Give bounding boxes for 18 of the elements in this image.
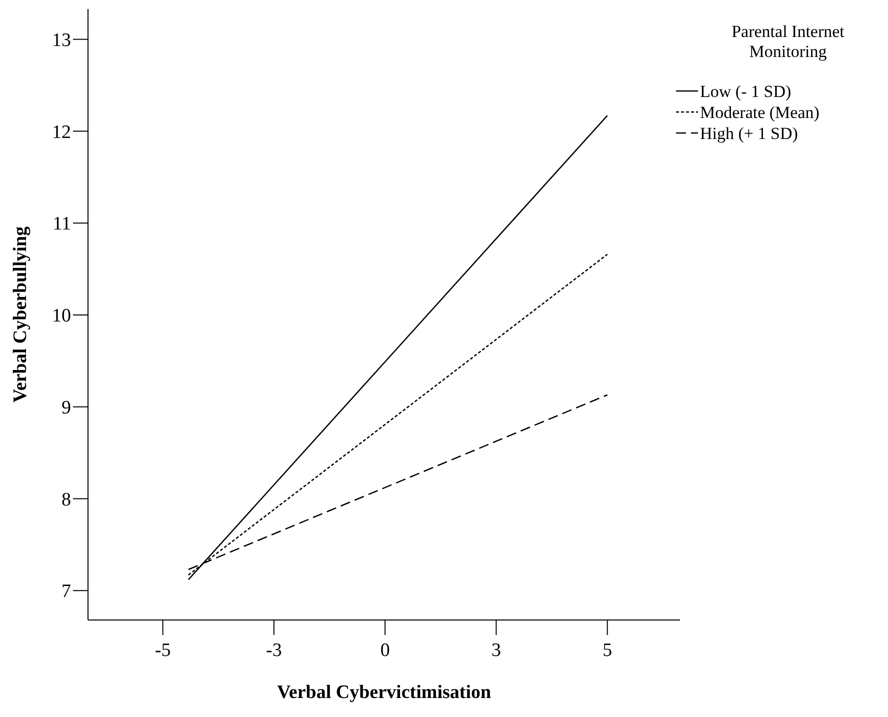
y-tick-label: 7 xyxy=(62,581,71,602)
legend-label: High (+ 1 SD) xyxy=(700,124,798,143)
y-tick-label: 8 xyxy=(62,489,71,510)
y-axis-title: Verbal Cyberbullying xyxy=(10,226,31,403)
x-tick-label: -5 xyxy=(154,640,171,661)
legend-label: Low (- 1 SD) xyxy=(700,82,792,101)
y-tick-label: 12 xyxy=(52,122,71,143)
x-tick-label: 3 xyxy=(491,640,501,661)
y-tick-label: 11 xyxy=(52,214,71,235)
x-axis-title: Verbal Cybervictimisation xyxy=(276,682,492,703)
x-tick-label: 0 xyxy=(380,640,390,661)
x-tick-label: -3 xyxy=(266,640,282,661)
x-tick-label: 5 xyxy=(602,640,612,661)
y-tick-label: 13 xyxy=(52,30,71,51)
y-tick-label: 10 xyxy=(52,306,71,327)
legend-title: Parental Internet Monitoring xyxy=(730,22,846,62)
y-tick-label: 9 xyxy=(62,397,71,418)
legend-label: Moderate (Mean) xyxy=(700,102,820,122)
